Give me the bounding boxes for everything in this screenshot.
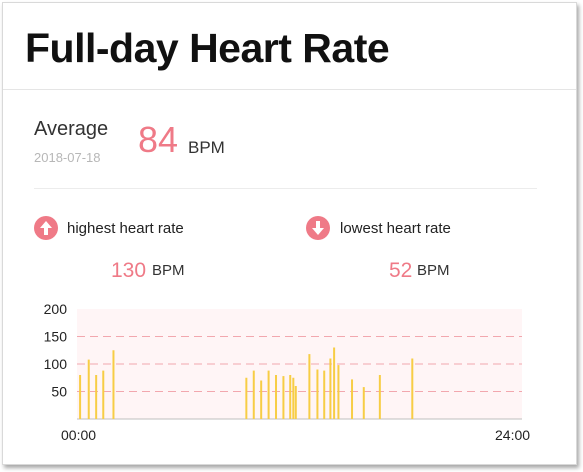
chart-bar-19	[337, 365, 340, 419]
chart-bar-13	[294, 386, 297, 419]
lowest-heart-rate-label: lowest heart rate	[340, 220, 451, 237]
chart-bar-18	[333, 347, 336, 419]
page-header: Full-day Heart Rate	[3, 3, 576, 90]
chart-bar-21	[362, 387, 365, 419]
arrow-down-icon-shape	[312, 221, 324, 235]
y-tick-label-200: 200	[44, 301, 68, 317]
chart-bar-8	[267, 370, 270, 419]
chart-bar-4	[112, 350, 115, 419]
highest-heart-rate-label: highest heart rate	[67, 220, 184, 237]
chart-bar-11	[289, 375, 292, 419]
page-title: Full-day Heart Rate	[25, 25, 390, 71]
arrow-up-icon-shape	[40, 221, 52, 235]
average-value: 84	[138, 119, 179, 160]
x-tick-label-end: 24:00	[495, 427, 530, 443]
chart-bar-20	[351, 379, 354, 419]
section-divider	[34, 188, 537, 189]
heart-rate-card: Full-day Heart Rate Average 2018-07-18 8…	[2, 2, 577, 465]
chart-bar-17	[329, 358, 332, 419]
chart-bar-23	[411, 358, 414, 419]
average-unit: BPM	[188, 138, 225, 157]
arrow-down-icon	[306, 216, 330, 240]
heart-rate-chart: 200 150 100 50 00:00 24:00	[3, 3, 576, 464]
chart-bar-5	[245, 377, 248, 419]
chart-bar-2	[95, 375, 98, 419]
lowest-heart-rate-value: 52	[389, 259, 413, 282]
chart-bar-7	[260, 380, 263, 419]
heart-rate-chart-svg: 200 150 100 50 00:00 24:00	[44, 301, 531, 443]
y-tick-label-150: 150	[44, 329, 68, 345]
chart-bar-3	[102, 370, 105, 419]
chart-bar-15	[316, 369, 319, 419]
chart-bar-9	[275, 375, 278, 419]
chart-bar-16	[323, 370, 326, 419]
chart-bar-10	[282, 376, 285, 419]
y-tick-label-100: 100	[44, 356, 68, 372]
lowest-heart-rate-unit: BPM	[417, 262, 450, 279]
chart-bar-12	[292, 377, 295, 419]
chart-bar-22	[378, 375, 381, 419]
average-label: Average	[34, 118, 109, 140]
chart-bar-0	[79, 375, 82, 419]
y-tick-label-50: 50	[51, 384, 67, 400]
x-tick-label-start: 00:00	[61, 427, 96, 443]
highest-heart-rate-value: 130	[111, 259, 147, 282]
chart-bar-6	[252, 370, 255, 419]
chart-bar-14	[308, 354, 311, 419]
chart-bar-1	[87, 359, 90, 419]
arrow-up-icon	[34, 216, 58, 240]
date-label: 2018-07-18	[34, 150, 101, 165]
highest-heart-rate-unit: BPM	[152, 262, 185, 279]
